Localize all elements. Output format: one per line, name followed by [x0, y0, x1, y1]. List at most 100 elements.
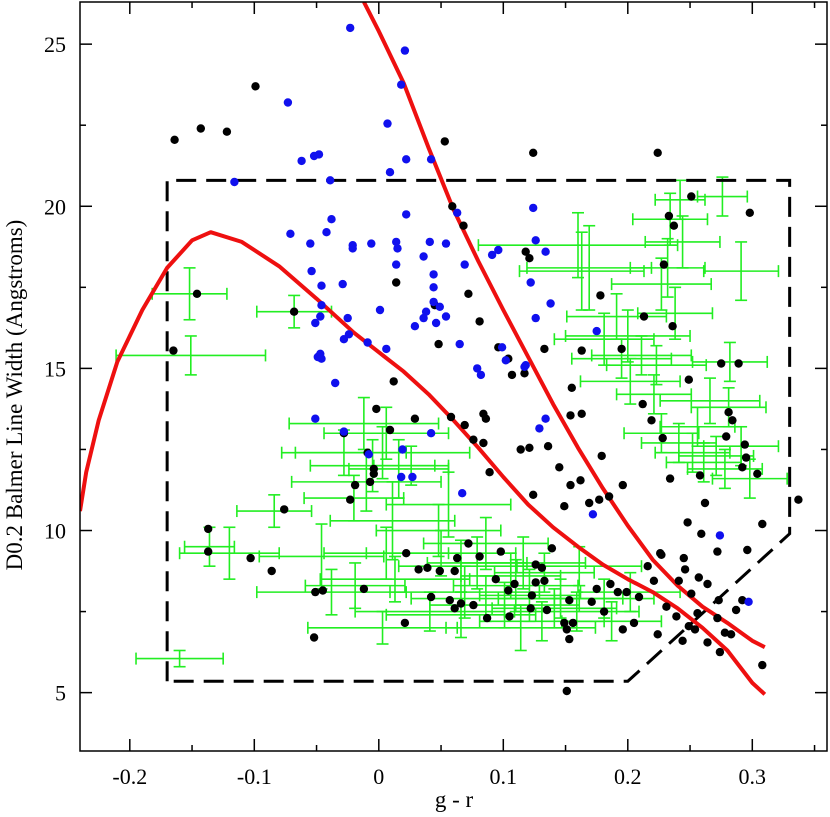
black-data-point	[717, 359, 726, 368]
black-data-point	[169, 346, 178, 355]
black-data-point	[562, 625, 571, 634]
black-data-point	[617, 344, 626, 354]
blue-data-point	[426, 155, 436, 164]
black-data-point	[440, 137, 449, 146]
black-data-point	[674, 576, 683, 585]
black-data-point	[669, 221, 679, 230]
blue-data-point	[317, 281, 326, 290]
black-data-point	[251, 82, 260, 91]
black-data-point	[311, 587, 320, 597]
blue-data-point	[431, 318, 441, 328]
blue-data-point	[458, 489, 467, 498]
error-bar-point	[690, 387, 767, 428]
blue-data-point	[327, 215, 336, 224]
blue-data-point	[460, 260, 469, 269]
black-data-point	[531, 560, 540, 569]
blue-data-point	[531, 236, 540, 245]
blue-data-point	[382, 344, 391, 354]
error-bar-point	[636, 286, 714, 341]
black-data-point	[542, 605, 552, 615]
blue-data-point	[429, 283, 438, 292]
blue-data-point	[348, 244, 357, 253]
blue-data-point	[531, 313, 540, 323]
black-data-point	[745, 208, 754, 217]
x-axis-title: g - r	[435, 787, 474, 812]
black-data-point	[562, 686, 571, 696]
error-bar-point	[579, 357, 681, 405]
error-bar-point	[460, 536, 587, 590]
error-bar-point	[590, 335, 693, 376]
black-data-point	[647, 416, 656, 425]
blue-data-point	[326, 176, 335, 185]
black-data-point	[196, 124, 205, 133]
blue-data-point	[588, 510, 598, 519]
black-data-point	[649, 576, 659, 585]
black-data-point	[389, 377, 398, 386]
error-bar-point	[319, 555, 471, 603]
black-data-point	[482, 613, 492, 623]
black-data-point	[529, 490, 538, 499]
x-tick-label: 0.3	[739, 764, 767, 789]
black-data-point	[460, 420, 469, 430]
error-bar-point	[518, 231, 645, 311]
blue-data-point	[541, 247, 550, 256]
error-bar-point	[304, 562, 406, 610]
black-data-point	[577, 409, 586, 418]
error-bar-point	[711, 458, 788, 499]
error-bar-point	[691, 341, 769, 383]
black-data-point	[758, 660, 767, 670]
black-data-point	[526, 604, 535, 613]
blue-data-point	[392, 237, 401, 247]
blue-data-point	[546, 299, 555, 308]
blue-data-point	[307, 266, 316, 276]
black-data-point	[576, 476, 585, 485]
black-data-point	[638, 399, 647, 409]
black-data-point	[741, 453, 751, 462]
blue-data-point	[343, 313, 352, 323]
black-data-point	[414, 565, 423, 574]
blue-data-point	[339, 427, 349, 436]
black-data-point	[653, 148, 662, 157]
black-data-point	[400, 618, 410, 628]
blue-data-point	[441, 239, 451, 248]
error-bar-point	[178, 526, 281, 580]
blue-data-point	[421, 307, 431, 316]
black-data-point	[481, 414, 491, 423]
blue-data-point	[419, 313, 428, 323]
blue-data-point	[441, 312, 451, 321]
black-data-point	[728, 416, 737, 425]
black-data-point	[684, 622, 693, 631]
blue-data-point	[385, 168, 395, 177]
black-data-point	[346, 495, 355, 504]
black-data-point	[684, 375, 693, 384]
blue-data-point	[322, 228, 331, 237]
black-data-point	[267, 566, 276, 576]
black-data-point	[369, 464, 378, 474]
black-data-point	[599, 607, 609, 616]
blue-data-point	[297, 156, 306, 166]
black-data-point	[565, 634, 574, 644]
black-data-point	[504, 586, 513, 595]
black-data-point	[695, 471, 705, 480]
black-data-point	[507, 370, 517, 380]
blue-data-point	[230, 177, 239, 187]
black-data-point	[434, 339, 443, 349]
blue-data-point	[311, 318, 320, 328]
black-data-point	[703, 579, 712, 589]
blue-data-point	[331, 378, 340, 388]
black-data-point	[560, 618, 569, 628]
black-data-point	[222, 127, 232, 136]
black-data-point	[794, 495, 803, 504]
blue-data-point	[363, 338, 372, 347]
black-data-point	[531, 578, 540, 587]
black-data-point	[450, 566, 459, 576]
error-bar-point	[477, 211, 679, 279]
black-data-point	[402, 549, 411, 558]
black-data-point	[629, 618, 639, 628]
black-data-point	[618, 625, 627, 634]
black-data-point	[385, 425, 395, 435]
black-data-point	[318, 586, 327, 595]
blue-data-point	[286, 229, 295, 238]
blue-data-point	[317, 301, 326, 310]
error-bar-point	[553, 312, 655, 366]
